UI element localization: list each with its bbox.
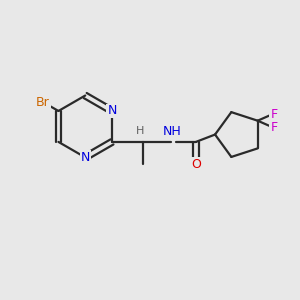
Text: NH: NH <box>163 125 182 138</box>
Text: F: F <box>270 121 278 134</box>
Text: O: O <box>191 158 201 171</box>
Text: N: N <box>107 104 117 118</box>
Text: H: H <box>136 126 144 136</box>
Text: F: F <box>270 108 278 121</box>
Text: Br: Br <box>36 96 50 110</box>
Text: N: N <box>80 151 90 164</box>
